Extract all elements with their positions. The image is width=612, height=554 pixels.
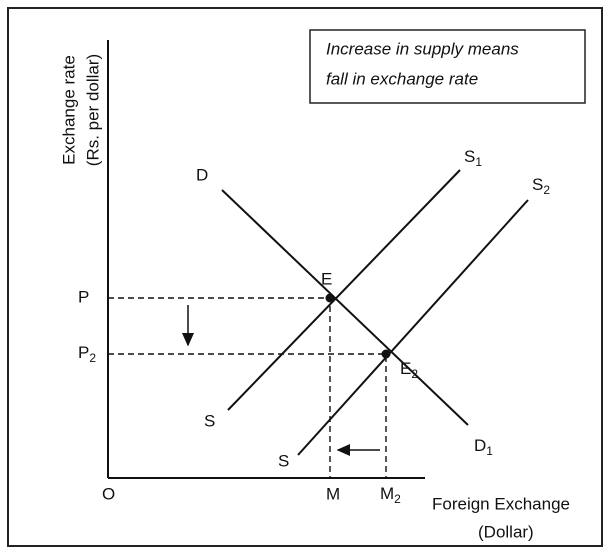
x-axis-label: Foreign Exchange	[432, 494, 570, 513]
label: E2	[400, 359, 418, 381]
note-line: Increase in supply means	[326, 39, 519, 58]
label: O	[102, 484, 115, 503]
label: P2	[78, 343, 96, 365]
supply-curve-2	[297, 199, 529, 456]
label: D1	[474, 436, 493, 458]
note-box	[309, 29, 586, 104]
label: D	[196, 165, 208, 184]
label: S	[278, 451, 289, 470]
label: E	[321, 269, 332, 288]
guide-e	[108, 297, 331, 478]
x-axis-label: (Dollar)	[478, 522, 534, 541]
demand-curve	[221, 189, 469, 426]
supply-curve-1	[227, 169, 461, 411]
guide-e2	[108, 353, 387, 478]
label: S2	[532, 175, 550, 197]
equilibrium-e2	[381, 349, 391, 359]
label: S	[204, 411, 215, 430]
frame	[7, 7, 603, 547]
equilibrium-e	[325, 293, 335, 303]
label: P	[78, 287, 89, 306]
label: S1	[464, 147, 482, 169]
y-axis-label: (Rs. per dollar)	[83, 54, 102, 166]
y-axis-label: Exchange rate	[59, 55, 78, 165]
label: M2	[380, 484, 401, 506]
label: M	[326, 484, 340, 503]
note-line: fall in exchange rate	[326, 69, 478, 88]
